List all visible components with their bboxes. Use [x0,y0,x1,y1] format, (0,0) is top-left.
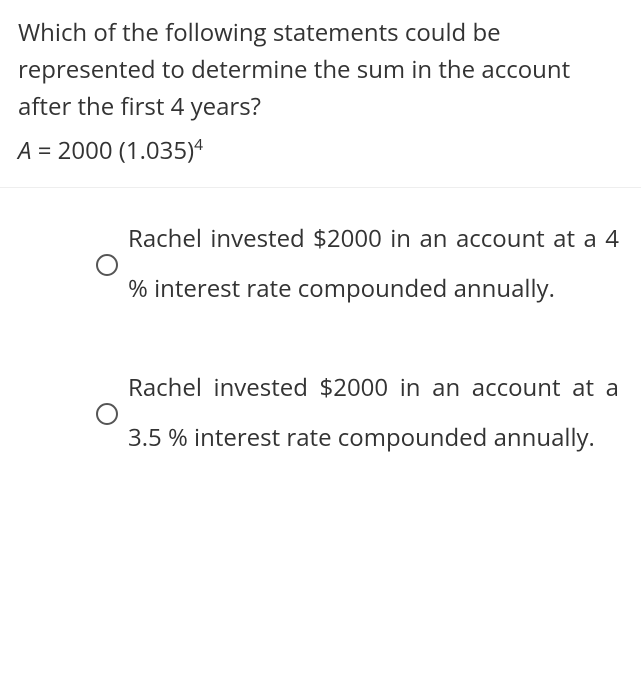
option-text: Rachel invested $2000 in an account at a… [128,214,619,315]
option-text: Rachel invested $2000 in an account at a… [128,363,619,464]
formula-exponent: 4 [194,133,203,155]
radio-icon[interactable] [96,403,118,425]
question-block: Which of the following statements could … [0,0,641,188]
option-row[interactable]: Rachel invested $2000 in an account at a… [96,214,619,315]
formula-body: = 2000 (1.035) [31,134,194,167]
options-block: Rachel invested $2000 in an account at a… [0,188,641,522]
formula-variable: A [18,134,31,167]
radio-icon[interactable] [96,254,118,276]
question-formula: A = 2000 (1.035)4 [18,132,623,169]
question-prompt: Which of the following statements could … [18,14,623,126]
option-row[interactable]: Rachel invested $2000 in an account at a… [96,363,619,464]
